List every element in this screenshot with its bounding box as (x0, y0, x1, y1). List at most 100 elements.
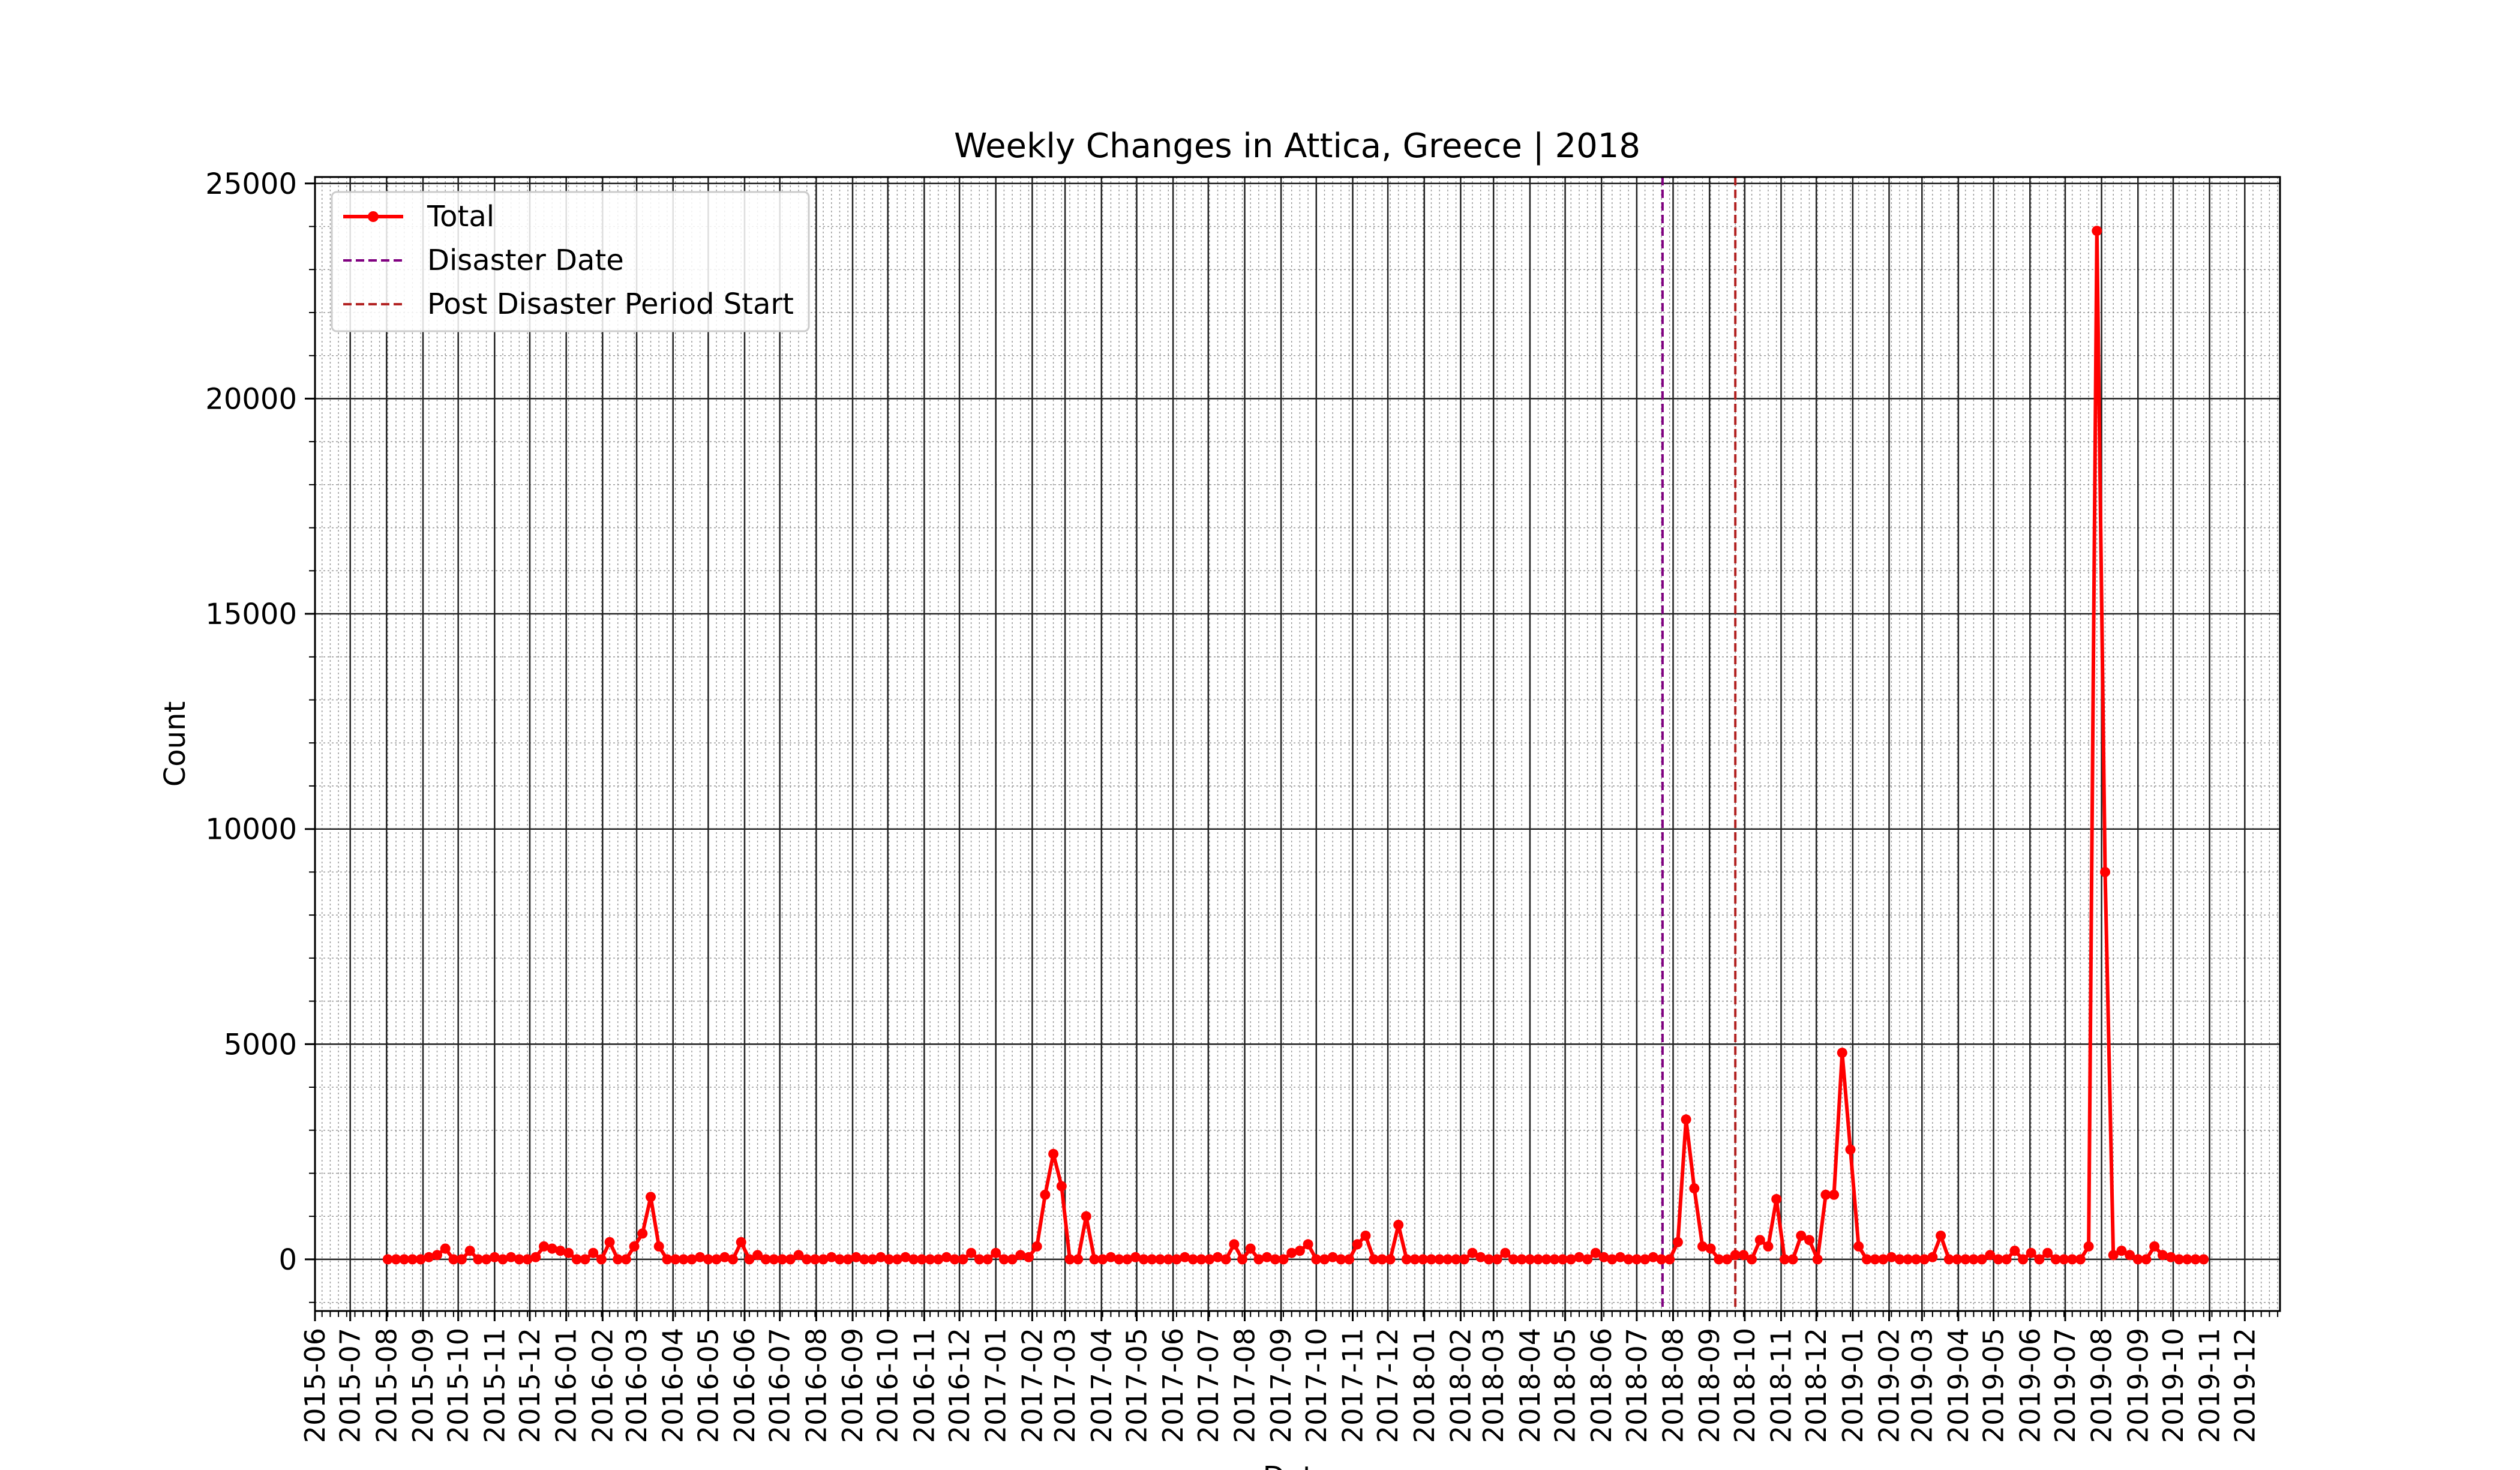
data-point (719, 1252, 730, 1262)
data-point (1015, 1250, 1026, 1261)
data-point (958, 1254, 968, 1265)
data-point (1056, 1181, 1067, 1192)
x-tick-label: 2018-04 (1514, 1328, 1546, 1443)
data-point (851, 1252, 862, 1262)
data-point (1598, 1252, 1609, 1262)
data-point (1024, 1252, 1034, 1262)
data-point (653, 1241, 664, 1252)
x-tick-label: 2017-02 (1016, 1328, 1048, 1443)
data-point (1558, 1254, 1568, 1265)
y-tick-label: 25000 (205, 167, 297, 201)
data-point (1574, 1252, 1585, 1262)
data-point (835, 1254, 845, 1265)
data-point (1754, 1235, 1765, 1246)
data-point (1196, 1254, 1207, 1265)
data-point (1985, 1250, 1996, 1261)
data-point (2026, 1247, 2036, 1258)
data-point (818, 1254, 829, 1265)
data-point (1163, 1254, 1174, 1265)
data-point (744, 1254, 755, 1265)
data-point (925, 1254, 935, 1265)
data-point (1303, 1239, 1313, 1250)
x-tick-label: 2019-05 (1978, 1328, 2010, 1443)
data-point (678, 1254, 689, 1265)
data-point (555, 1246, 566, 1256)
data-point (1549, 1254, 1560, 1265)
x-tick-label: 2015-11 (478, 1328, 511, 1443)
data-point (497, 1254, 508, 1265)
data-point (424, 1252, 434, 1262)
data-point (588, 1247, 599, 1258)
x-axis-label: Date (1263, 1460, 1332, 1470)
data-point (464, 1246, 475, 1256)
data-point (1804, 1235, 1814, 1246)
legend-label-total: Total (427, 200, 494, 233)
data-point (2141, 1254, 2152, 1265)
data-point (1631, 1254, 1642, 1265)
data-point (917, 1254, 927, 1265)
data-point (884, 1254, 895, 1265)
data-point (991, 1247, 1001, 1258)
data-point (1475, 1252, 1486, 1262)
data-point (1213, 1252, 1223, 1262)
data-point (1048, 1148, 1059, 1159)
data-point (703, 1254, 713, 1265)
data-point (1640, 1254, 1651, 1265)
x-tick-label: 2017-12 (1372, 1328, 1404, 1443)
data-point (1590, 1247, 1601, 1258)
data-point (1171, 1254, 1182, 1265)
data-point (1820, 1189, 1831, 1200)
data-point (1664, 1254, 1675, 1265)
data-point (1911, 1254, 1921, 1265)
data-point (1245, 1243, 1256, 1254)
data-point (2009, 1246, 2020, 1256)
data-point (777, 1254, 788, 1265)
x-tick-label: 2017-08 (1229, 1328, 1261, 1443)
data-point (1336, 1254, 1346, 1265)
x-tick-label: 2018-12 (1800, 1328, 1832, 1443)
data-point (998, 1254, 1009, 1265)
data-point (1582, 1254, 1593, 1265)
data-point (2075, 1254, 2086, 1265)
x-tick-label: 2015-06 (299, 1328, 331, 1443)
data-point (1853, 1241, 1864, 1252)
data-point (1270, 1254, 1280, 1265)
data-point (1936, 1231, 1946, 1241)
data-point (440, 1243, 451, 1254)
data-point (563, 1247, 574, 1258)
data-point (1229, 1239, 1240, 1250)
data-point (982, 1254, 993, 1265)
data-point (1960, 1254, 1971, 1265)
x-tick-label: 2019-07 (2049, 1328, 2081, 1443)
data-point (1483, 1254, 1494, 1265)
data-point (1237, 1254, 1247, 1265)
data-point (2018, 1254, 2029, 1265)
data-point (1681, 1114, 1691, 1125)
data-point (473, 1254, 484, 1265)
plot-frame (314, 176, 2281, 1312)
data-point (1779, 1254, 1790, 1265)
data-point (1697, 1241, 1708, 1252)
data-point (2149, 1241, 2160, 1252)
y-tick-labels: 0 5000 10000 15000 20000 25000 (205, 167, 297, 1277)
chart-title: Weekly Changes in Attica, Greece | 2018 (954, 127, 1640, 166)
data-point (1064, 1254, 1075, 1265)
x-tick-label: 2018-08 (1657, 1328, 1690, 1443)
data-point (1187, 1254, 1198, 1265)
data-point (1500, 1247, 1511, 1258)
x-tick-labels: 2015-06 2015-07 2015-08 2015-09 2015-10 2015-… (299, 1328, 2261, 1443)
data-point (2182, 1254, 2192, 1265)
legend-box (331, 191, 810, 332)
x-tick-label: 2018-10 (1729, 1328, 1761, 1443)
data-point (382, 1254, 393, 1265)
y-tick-label: 5000 (224, 1028, 297, 1061)
data-point (1615, 1252, 1625, 1262)
data-point (974, 1254, 985, 1265)
legend: Total Disaster Date Post Disaster Period… (331, 191, 810, 332)
data-point (1434, 1254, 1445, 1265)
data-point (1040, 1189, 1051, 1200)
data-point (1311, 1254, 1322, 1265)
data-point (1360, 1231, 1371, 1241)
data-point (1656, 1254, 1667, 1265)
x-tick-label: 2015-07 (334, 1328, 367, 1443)
